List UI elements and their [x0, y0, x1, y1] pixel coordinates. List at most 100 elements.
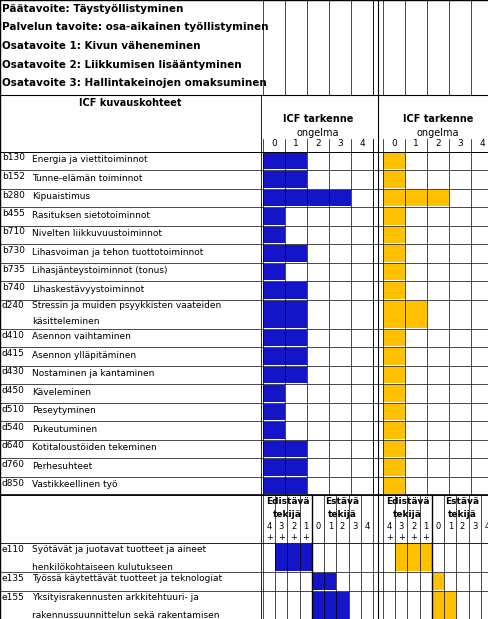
- Text: Energia ja viettitoiminnot: Energia ja viettitoiminnot: [32, 155, 147, 164]
- Text: 1: 1: [412, 139, 418, 149]
- Text: ongelma: ongelma: [416, 128, 458, 137]
- Text: +: +: [265, 533, 272, 542]
- Bar: [382, 477, 404, 494]
- Text: e135: e135: [2, 574, 25, 583]
- Bar: [382, 366, 404, 383]
- Text: Kipuaistimus: Kipuaistimus: [32, 193, 90, 201]
- Text: Vastikkeellinen työ: Vastikkeellinen työ: [32, 480, 117, 489]
- Text: 4: 4: [483, 522, 488, 531]
- Text: Käveleminen: Käveleminen: [32, 387, 91, 397]
- Text: b740: b740: [2, 283, 25, 292]
- Bar: [311, 592, 348, 619]
- Text: Pukeutuminen: Pukeutuminen: [32, 425, 97, 434]
- Text: Asennon ylläpitäminen: Asennon ylläpitäminen: [32, 351, 136, 360]
- Bar: [263, 441, 306, 457]
- Text: e155: e155: [2, 592, 25, 602]
- Text: b280: b280: [2, 191, 25, 199]
- Text: ICF tarkenne: ICF tarkenne: [402, 113, 472, 124]
- Bar: [382, 441, 404, 457]
- Text: Estävä: Estävä: [445, 497, 478, 506]
- Text: d415: d415: [2, 349, 25, 358]
- Text: b152: b152: [2, 172, 25, 181]
- Text: 2: 2: [434, 139, 440, 149]
- Text: 0: 0: [434, 522, 440, 531]
- Bar: [263, 329, 306, 346]
- Text: d240: d240: [2, 301, 25, 311]
- Bar: [382, 245, 404, 261]
- Text: e110: e110: [2, 545, 25, 554]
- Text: +: +: [409, 533, 416, 542]
- Text: tekijä: tekijä: [392, 510, 421, 519]
- Bar: [394, 544, 431, 571]
- Bar: [382, 227, 404, 243]
- Text: Nostaminen ja kantaminen: Nostaminen ja kantaminen: [32, 370, 154, 378]
- Text: 1: 1: [292, 139, 298, 149]
- Text: Edistävä: Edistävä: [265, 497, 308, 506]
- Text: Lihasjänteystoiminnot (tonus): Lihasjänteystoiminnot (tonus): [32, 266, 167, 275]
- Bar: [382, 459, 404, 475]
- Text: 1: 1: [327, 522, 332, 531]
- Bar: [263, 227, 285, 243]
- Bar: [382, 422, 404, 438]
- Text: Työssä käytettävät tuotteet ja teknologiat: Työssä käytettävät tuotteet ja teknologi…: [32, 574, 222, 583]
- Text: +: +: [385, 533, 392, 542]
- Text: Tunne-elämän toiminnot: Tunne-elämän toiminnot: [32, 174, 142, 183]
- Text: b710: b710: [2, 228, 25, 236]
- Text: Lihasvoiman ja tehon tuottotoiminnot: Lihasvoiman ja tehon tuottotoiminnot: [32, 248, 203, 257]
- Text: Osatavoite 1: Kivun väheneminen: Osatavoite 1: Kivun väheneminen: [2, 41, 200, 51]
- Text: Palvelun tavoite: osa-aikainen työllistyminen: Palvelun tavoite: osa-aikainen työllisty…: [2, 22, 268, 33]
- Bar: [263, 366, 306, 383]
- Text: 0: 0: [315, 522, 320, 531]
- Bar: [382, 208, 404, 225]
- Text: Päätavoite: Täystyöllistyminen: Päätavoite: Täystyöllistyminen: [2, 4, 183, 14]
- Text: d540: d540: [2, 423, 25, 432]
- Text: 0: 0: [270, 139, 276, 149]
- Text: 2: 2: [459, 522, 464, 531]
- Bar: [382, 282, 404, 298]
- Text: Nivelten liikkuvuustoiminnot: Nivelten liikkuvuustoiminnot: [32, 229, 162, 238]
- Text: rakennussuunnittelun sekä rakentamisen: rakennussuunnittelun sekä rakentamisen: [32, 611, 219, 619]
- Text: 1: 1: [447, 522, 452, 531]
- Text: b735: b735: [2, 264, 25, 274]
- Bar: [263, 404, 285, 420]
- Bar: [263, 189, 350, 206]
- Text: 3: 3: [278, 522, 284, 531]
- Bar: [263, 208, 285, 225]
- Text: 2: 2: [290, 522, 296, 531]
- Text: 2: 2: [315, 139, 320, 149]
- Text: +: +: [422, 533, 428, 542]
- Bar: [263, 422, 285, 438]
- Text: 1: 1: [303, 522, 308, 531]
- Text: +: +: [302, 533, 308, 542]
- Text: 4: 4: [359, 139, 364, 149]
- Text: 2: 2: [339, 522, 345, 531]
- Text: b130: b130: [2, 154, 25, 163]
- Text: henkilökohtaiseen kulutukseen: henkilökohtaiseen kulutukseen: [32, 563, 173, 573]
- Text: tekijä: tekijä: [447, 510, 476, 519]
- Text: ongelma: ongelma: [296, 128, 339, 137]
- Text: b730: b730: [2, 246, 25, 255]
- Text: ICF tarkenne: ICF tarkenne: [282, 113, 352, 124]
- Text: tekijä: tekijä: [327, 510, 356, 519]
- Text: +: +: [289, 533, 296, 542]
- Text: Perhesuhteet: Perhesuhteet: [32, 462, 92, 471]
- Text: 3: 3: [336, 139, 342, 149]
- Text: 3: 3: [398, 522, 403, 531]
- Text: 4: 4: [364, 522, 369, 531]
- Text: 4: 4: [478, 139, 484, 149]
- Text: Peseytyminen: Peseytyminen: [32, 406, 96, 415]
- Text: tekijä: tekijä: [272, 510, 301, 519]
- Text: Yksityisrakennusten arkkitehtuuri- ja: Yksityisrakennusten arkkitehtuuri- ja: [32, 592, 198, 602]
- Bar: [382, 171, 404, 188]
- Text: 2: 2: [410, 522, 415, 531]
- Bar: [382, 264, 404, 280]
- Bar: [263, 348, 306, 365]
- Text: 4: 4: [386, 522, 391, 531]
- Text: +: +: [397, 533, 404, 542]
- Bar: [382, 189, 448, 206]
- Text: ICF kuvauskohteet: ICF kuvauskohteet: [79, 98, 182, 108]
- Bar: [275, 544, 311, 571]
- Text: d510: d510: [2, 404, 25, 413]
- Text: 3: 3: [471, 522, 476, 531]
- Text: Estävä: Estävä: [325, 497, 359, 506]
